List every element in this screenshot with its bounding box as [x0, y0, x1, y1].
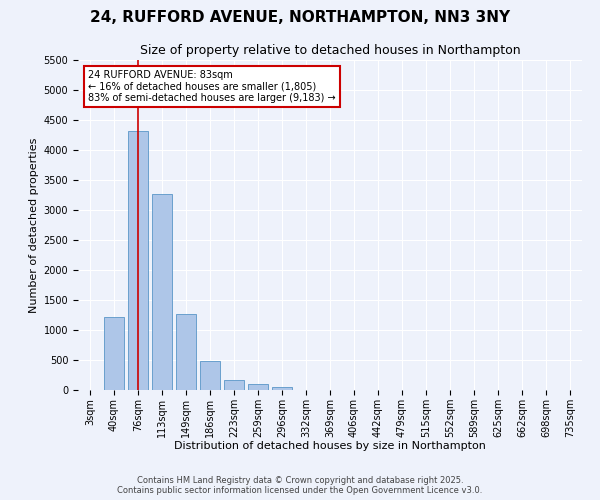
- Bar: [224, 380, 244, 390]
- Bar: [200, 360, 220, 390]
- Bar: [176, 314, 196, 390]
- Title: Size of property relative to detached houses in Northampton: Size of property relative to detached ho…: [140, 44, 520, 58]
- Bar: [104, 317, 124, 390]
- Bar: [248, 384, 268, 390]
- Bar: [272, 386, 292, 390]
- X-axis label: Distribution of detached houses by size in Northampton: Distribution of detached houses by size …: [174, 442, 486, 452]
- Text: 24, RUFFORD AVENUE, NORTHAMPTON, NN3 3NY: 24, RUFFORD AVENUE, NORTHAMPTON, NN3 3NY: [90, 10, 510, 25]
- Y-axis label: Number of detached properties: Number of detached properties: [29, 138, 40, 312]
- Text: 24 RUFFORD AVENUE: 83sqm
← 16% of detached houses are smaller (1,805)
83% of sem: 24 RUFFORD AVENUE: 83sqm ← 16% of detach…: [88, 70, 336, 103]
- Bar: [128, 132, 148, 390]
- Text: Contains HM Land Registry data © Crown copyright and database right 2025.
Contai: Contains HM Land Registry data © Crown c…: [118, 476, 482, 495]
- Bar: [152, 194, 172, 390]
